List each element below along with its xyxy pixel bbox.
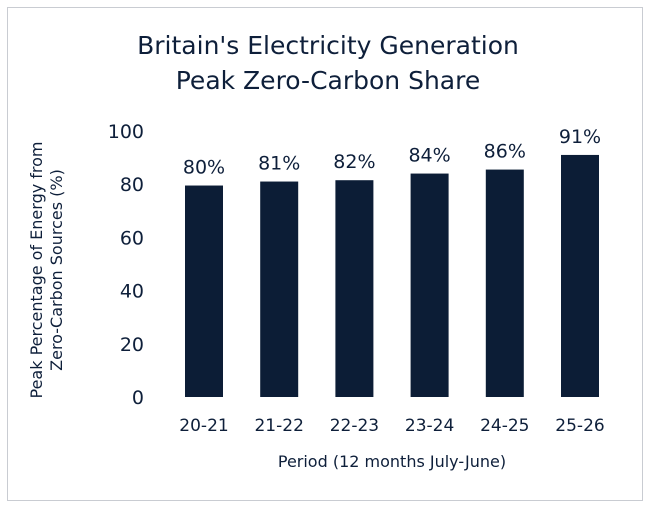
x-tick-label: 20-21 [179, 416, 228, 436]
y-axis-label-line-1: Peak Percentage of Energy from [27, 141, 46, 398]
x-axis-ticks: 20-21 21-22 22-23 23-24 24-25 25-26 [179, 416, 604, 436]
y-tick-label: 0 [132, 387, 144, 409]
y-tick-label: 60 [120, 227, 144, 249]
x-tick-label: 24-25 [480, 416, 529, 436]
bars [185, 154, 599, 397]
y-axis-ticks: 0 20 40 60 80 100 [108, 121, 144, 409]
y-tick-label: 20 [120, 334, 144, 356]
chart-frame [7, 7, 643, 501]
bar-23-24 [410, 173, 449, 397]
data-label-24-25: 86% [484, 141, 526, 163]
data-labels: 80% 81% 82% 84% 86% 91% [183, 126, 601, 179]
bar-24-25 [485, 169, 524, 397]
x-tick-label: 21-22 [254, 416, 303, 436]
y-tick-label: 40 [120, 281, 144, 303]
x-axis-label: Period (12 months July-June) [278, 452, 506, 471]
bar-21-22 [260, 181, 299, 397]
x-tick-label: 25-26 [555, 416, 604, 436]
chart-title-line-2: Peak Zero-Carbon Share [176, 66, 480, 95]
data-label-20-21: 80% [183, 157, 225, 179]
bar-22-23 [335, 180, 374, 397]
y-tick-label: 100 [108, 121, 144, 143]
bar-20-21 [185, 185, 223, 397]
chart-title-line-1: Britain's Electricity Generation [137, 31, 519, 60]
data-label-22-23: 82% [333, 151, 375, 173]
x-tick-label: 23-24 [405, 416, 454, 436]
x-tick-label: 22-23 [330, 416, 379, 436]
data-label-23-24: 84% [408, 145, 450, 167]
y-tick-label: 80 [120, 174, 144, 196]
data-label-21-22: 81% [258, 153, 300, 175]
bar-25-26 [561, 154, 599, 397]
y-axis-label: Peak Percentage of Energy from Zero-Carb… [27, 141, 66, 398]
y-axis-label-line-2: Zero-Carbon Sources (%) [47, 169, 66, 371]
data-label-25-26: 91% [559, 126, 601, 148]
